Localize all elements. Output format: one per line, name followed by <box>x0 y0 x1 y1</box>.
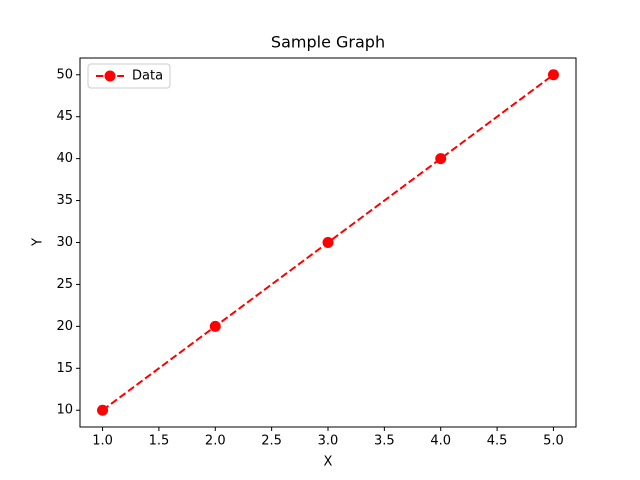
x-tick-label: 3.0 <box>318 434 339 449</box>
x-tick-label: 2.5 <box>261 434 282 449</box>
x-tick-label: 1.5 <box>149 434 170 449</box>
y-tick-label: 25 <box>56 277 73 292</box>
y-tick-label: 10 <box>56 403 73 418</box>
y-tick-label: 45 <box>56 109 73 124</box>
y-tick-label: 20 <box>56 319 73 334</box>
legend-box <box>87 63 171 89</box>
y-tick-label: 40 <box>56 151 73 166</box>
y-tick-label: 50 <box>56 67 73 82</box>
plot-frame <box>79 57 577 428</box>
data-marker <box>547 69 559 81</box>
x-axis-label: X <box>324 455 333 470</box>
chart-title: Sample Graph <box>271 33 385 52</box>
legend-label: Data <box>132 69 163 84</box>
x-tick-label: 1.0 <box>92 434 113 449</box>
x-tick-label: 4.5 <box>487 434 508 449</box>
y-tick-label: 35 <box>56 193 73 208</box>
x-tick-label: 5.0 <box>543 434 564 449</box>
x-tick-label: 4.0 <box>430 434 451 449</box>
y-tick-label: 30 <box>56 235 73 250</box>
legend-marker <box>104 70 116 82</box>
data-marker <box>97 404 109 416</box>
y-axis-label: Y <box>31 238 46 247</box>
data-marker <box>209 320 221 332</box>
data-marker <box>322 237 334 248</box>
data-marker <box>435 153 447 165</box>
x-tick-label: 2.0 <box>205 434 226 449</box>
x-tick-label: 3.5 <box>374 434 395 449</box>
y-tick-label: 15 <box>56 361 73 376</box>
